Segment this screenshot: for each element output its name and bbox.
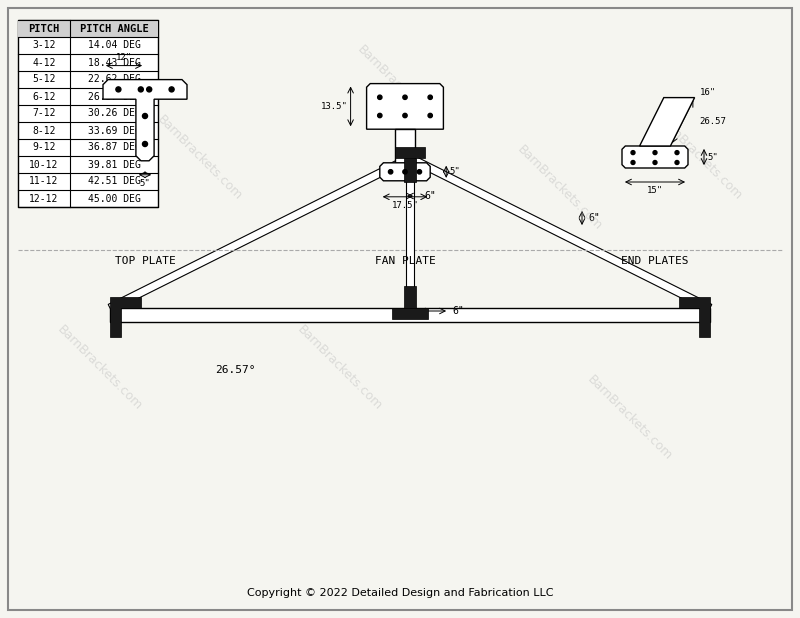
Polygon shape xyxy=(679,297,710,337)
Circle shape xyxy=(631,151,635,154)
Circle shape xyxy=(675,161,679,164)
Text: 10-12: 10-12 xyxy=(30,159,58,169)
Text: BarnBrackets.com: BarnBrackets.com xyxy=(655,113,745,203)
Text: 16": 16" xyxy=(700,88,716,97)
Text: 12-12: 12-12 xyxy=(30,193,58,203)
Polygon shape xyxy=(366,83,443,129)
Text: PITCH: PITCH xyxy=(28,23,60,33)
Circle shape xyxy=(146,87,152,92)
Text: BarnBrackets.com: BarnBrackets.com xyxy=(155,113,245,203)
Polygon shape xyxy=(404,286,416,308)
Circle shape xyxy=(378,113,382,117)
Text: 5": 5" xyxy=(707,153,718,161)
Text: Copyright © 2022 Detailed Design and Fabrication LLC: Copyright © 2022 Detailed Design and Fab… xyxy=(246,588,554,598)
Text: 12": 12" xyxy=(116,53,132,62)
Text: 15": 15" xyxy=(647,186,663,195)
Text: 6-12: 6-12 xyxy=(32,91,56,101)
Text: 33.69 DEG: 33.69 DEG xyxy=(87,125,141,135)
Polygon shape xyxy=(108,154,412,311)
Text: TOP PLATE: TOP PLATE xyxy=(114,256,175,266)
Circle shape xyxy=(428,113,432,117)
Circle shape xyxy=(675,151,679,154)
Circle shape xyxy=(631,161,635,164)
Text: 5": 5" xyxy=(450,167,460,176)
Text: 5": 5" xyxy=(140,179,150,188)
Circle shape xyxy=(169,87,174,92)
Text: 9-12: 9-12 xyxy=(32,143,56,153)
Circle shape xyxy=(428,95,432,99)
Polygon shape xyxy=(380,163,430,181)
Polygon shape xyxy=(640,98,694,146)
Text: 26.57: 26.57 xyxy=(700,117,726,126)
Circle shape xyxy=(138,87,143,92)
Circle shape xyxy=(142,114,147,119)
Text: 26.57 DEG: 26.57 DEG xyxy=(87,91,141,101)
Polygon shape xyxy=(622,146,688,168)
Text: 5-12: 5-12 xyxy=(32,75,56,85)
Text: 14.04 DEG: 14.04 DEG xyxy=(87,41,141,51)
Circle shape xyxy=(389,169,393,174)
Text: BarnBrackets.com: BarnBrackets.com xyxy=(295,323,385,413)
Text: 4-12: 4-12 xyxy=(32,57,56,67)
Circle shape xyxy=(142,142,147,146)
Circle shape xyxy=(403,113,407,117)
Polygon shape xyxy=(395,129,415,163)
Circle shape xyxy=(403,95,407,99)
Text: FAN PLATE: FAN PLATE xyxy=(374,256,435,266)
Circle shape xyxy=(653,161,657,164)
Bar xyxy=(18,20,158,207)
Text: 17.5": 17.5" xyxy=(391,201,418,210)
Polygon shape xyxy=(392,308,428,319)
Bar xyxy=(110,308,710,322)
Text: 8-12: 8-12 xyxy=(32,125,56,135)
Text: 13.5": 13.5" xyxy=(321,102,348,111)
Text: END PLATES: END PLATES xyxy=(622,256,689,266)
Text: 22.62 DEG: 22.62 DEG xyxy=(87,75,141,85)
Text: 6": 6" xyxy=(424,191,436,201)
Circle shape xyxy=(418,169,422,174)
Text: BarnBrackets.com: BarnBrackets.com xyxy=(55,323,145,413)
Circle shape xyxy=(378,95,382,99)
Text: 3-12: 3-12 xyxy=(32,41,56,51)
Text: 11-12: 11-12 xyxy=(30,177,58,187)
Text: 45.00 DEG: 45.00 DEG xyxy=(87,193,141,203)
Circle shape xyxy=(653,151,657,154)
Text: 39.81 DEG: 39.81 DEG xyxy=(87,159,141,169)
Text: 6": 6" xyxy=(452,306,464,316)
Polygon shape xyxy=(110,297,141,337)
Bar xyxy=(18,20,158,37)
Text: 6": 6" xyxy=(588,213,600,223)
Polygon shape xyxy=(103,80,187,161)
Polygon shape xyxy=(394,147,426,158)
Text: 26.57°: 26.57° xyxy=(214,365,255,375)
Polygon shape xyxy=(404,158,416,182)
Text: 30.26 DEG: 30.26 DEG xyxy=(87,109,141,119)
Text: 42.51 DEG: 42.51 DEG xyxy=(87,177,141,187)
Bar xyxy=(406,158,414,308)
Text: 36.87 DEG: 36.87 DEG xyxy=(87,143,141,153)
Text: PITCH ANGLE: PITCH ANGLE xyxy=(80,23,148,33)
Circle shape xyxy=(403,169,407,174)
Text: BarnBrackets.com: BarnBrackets.com xyxy=(585,373,675,463)
Text: BarnBrackets.com: BarnBrackets.com xyxy=(355,43,445,133)
Text: 18.43 DEG: 18.43 DEG xyxy=(87,57,141,67)
Text: BarnBrackets.com: BarnBrackets.com xyxy=(515,143,605,233)
Circle shape xyxy=(116,87,121,92)
Text: 7-12: 7-12 xyxy=(32,109,56,119)
Polygon shape xyxy=(408,154,712,311)
